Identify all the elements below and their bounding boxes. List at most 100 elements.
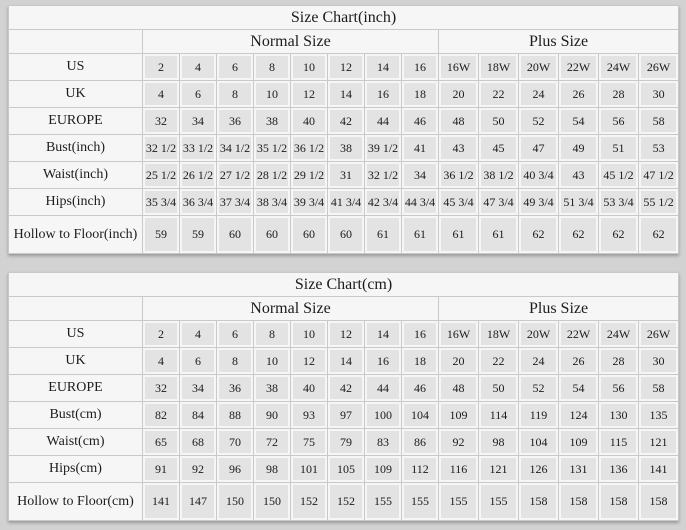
table-title: Size Chart(cm) [7,272,680,297]
size-value-cell: 14 [327,80,365,108]
size-value-cell: 32 [142,107,180,135]
size-value-cell: 47 [518,134,559,162]
row-label: US [8,53,143,81]
row-label: UK [8,347,143,375]
size-value-cell: 100 [364,401,402,429]
size-value-cell: 53 [637,134,680,162]
size-value-cell: 90 [253,401,291,429]
size-value-cell: 38 1/2 [478,161,519,189]
table-row: Hips(inch) 35 3/4 36 3/4 37 3/4 38 3/4 39 3/4… [8,188,680,216]
size-value-cell: 43 [558,161,599,189]
size-value-cell: 4 [179,320,217,348]
size-value-cell: 126 [518,455,559,483]
size-value-cell: 93 [290,401,328,429]
size-value-cell: 38 [253,107,291,135]
size-value-cell: 38 3/4 [253,188,291,216]
size-value-cell: 40 [290,374,328,402]
size-value-cell: 44 [364,107,402,135]
size-value-cell: 43 [438,134,479,162]
size-value-cell: 51 [598,134,639,162]
size-value-cell: 26 1/2 [179,161,217,189]
size-value-cell: 60 [216,215,254,254]
table-row: Bust(cm) 82 84 88 90 93 97 100 104 109 114 119 124 13… [8,401,680,429]
size-value-cell: 16W [438,320,479,348]
row-label: Hollow to Floor(cm) [8,482,143,521]
size-value-cell: 83 [364,428,402,456]
size-value-cell: 92 [438,428,479,456]
size-value-cell: 37 3/4 [216,188,254,216]
size-value-cell: 30 [637,347,680,375]
size-value-cell: 62 [518,215,559,254]
row-label: Bust(cm) [8,401,143,429]
size-value-cell: 86 [401,428,439,456]
size-value-cell: 16 [364,347,402,375]
size-value-cell: 75 [290,428,328,456]
size-value-cell: 24W [598,53,639,81]
size-value-cell: 158 [637,482,680,521]
size-value-cell: 96 [216,455,254,483]
size-value-cell: 6 [179,347,217,375]
size-value-cell: 34 [401,161,439,189]
row-label: Hips(inch) [8,188,143,216]
size-value-cell: 50 [478,107,519,135]
size-value-cell: 12 [327,53,365,81]
size-value-cell: 6 [216,53,254,81]
size-value-cell: 16 [401,53,439,81]
size-value-cell: 40 3/4 [518,161,559,189]
size-value-cell: 50 [478,374,519,402]
size-value-cell: 105 [327,455,365,483]
size-table-body: US 2 4 6 8 10 12 14 16 16W 18W 20W 22W 24W 26W UK 4 6 8 10 1… [8,53,680,254]
table-row: Hips(cm) 91 92 96 98 101 105 109 112 116 121 126 131… [8,455,680,483]
table-row: Hollow to Floor(inch) 59 59 60 60 60 60 61 61 61 6… [8,215,680,254]
size-value-cell: 32 1/2 [142,134,180,162]
size-value-cell: 115 [598,428,639,456]
size-value-cell: 28 [598,347,639,375]
size-value-cell: 158 [518,482,559,521]
size-value-cell: 16W [438,53,479,81]
size-value-cell: 20 [438,347,479,375]
size-value-cell: 18 [401,347,439,375]
row-label: UK [8,80,143,108]
size-value-cell: 14 [327,347,365,375]
size-value-cell: 54 [558,107,599,135]
table-row: EUROPE 32 34 36 38 40 42 44 46 48 50 52 54 56 58 [8,374,680,402]
size-value-cell: 38 [327,134,365,162]
corner-cell [8,296,143,321]
size-value-cell: 6 [179,80,217,108]
size-value-cell: 46 [401,374,439,402]
size-value-cell: 51 3/4 [558,188,599,216]
size-value-cell: 68 [179,428,217,456]
size-value-cell: 60 [327,215,365,254]
size-value-cell: 16 [401,320,439,348]
size-value-cell: 8 [216,347,254,375]
size-value-cell: 34 [179,107,217,135]
size-value-cell: 28 [598,80,639,108]
size-value-cell: 49 3/4 [518,188,559,216]
size-value-cell: 36 3/4 [179,188,217,216]
size-value-cell: 14 [364,320,402,348]
size-value-cell: 27 1/2 [216,161,254,189]
size-value-cell: 40 [290,107,328,135]
size-value-cell: 12 [327,320,365,348]
size-value-cell: 36 1/2 [290,134,328,162]
size-value-cell: 60 [290,215,328,254]
size-value-cell: 114 [478,401,519,429]
size-value-cell: 20 [438,80,479,108]
size-value-cell: 42 [327,374,365,402]
size-value-cell: 158 [558,482,599,521]
size-value-cell: 61 [478,215,519,254]
size-value-cell: 22W [558,53,599,81]
size-value-cell: 155 [478,482,519,521]
size-value-cell: 41 3/4 [327,188,365,216]
size-value-cell: 44 3/4 [401,188,439,216]
size-value-cell: 32 1/2 [364,161,402,189]
size-value-cell: 155 [401,482,439,521]
size-value-cell: 121 [637,428,680,456]
size-value-cell: 4 [142,80,180,108]
size-value-cell: 4 [142,347,180,375]
size-value-cell: 48 [438,107,479,135]
table-row: UK 4 6 8 10 12 14 16 18 20 22 24 26 28 30 [8,80,680,108]
column-group-plus: Plus Size [437,29,680,54]
table-row: Hollow to Floor(cm) 141 147 150 150 152 152 155… [8,482,680,521]
size-value-cell: 35 3/4 [142,188,180,216]
